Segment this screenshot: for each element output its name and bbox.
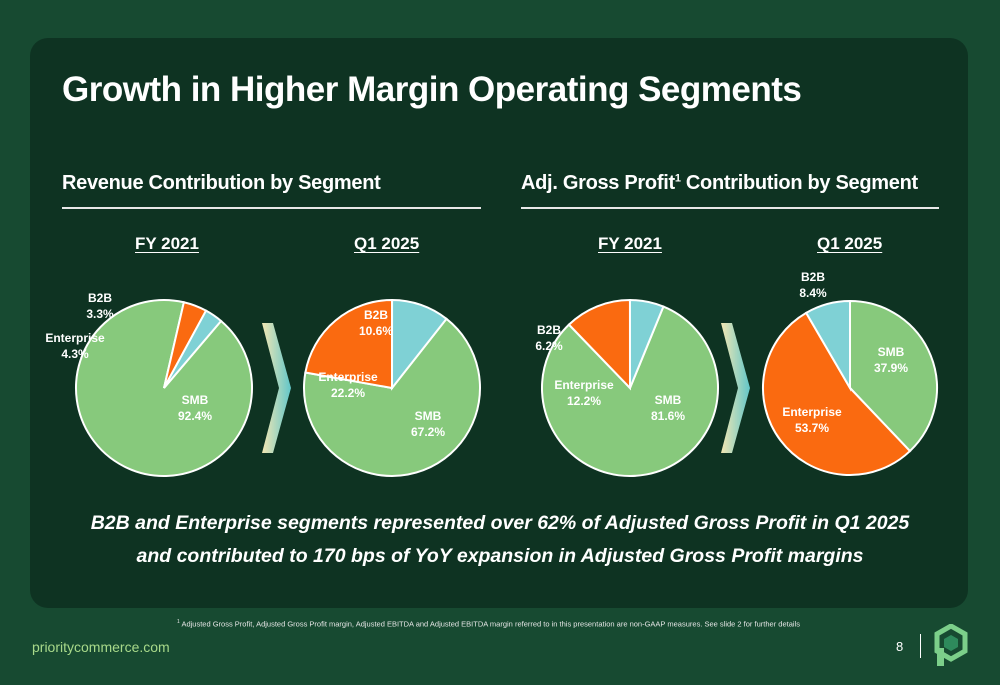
data-label-enterprise: Enterprise 22.2% [318, 370, 378, 400]
pie-slice-b2b [163, 309, 223, 389]
footnote-number: 1 [177, 619, 180, 625]
summary-line-2: and contributed to 170 bps of YoY expans… [136, 545, 864, 567]
revenue-section-divider [62, 207, 481, 209]
summary-line-1: B2B and Enterprise segments represented … [90, 512, 910, 534]
pie-slice-b2b [804, 299, 851, 392]
data-label-smb: SMB 81.6% [651, 393, 685, 423]
page-number: 8 [896, 639, 904, 654]
data-label-b2b: B2B 6.2% [535, 323, 563, 353]
pie-slice-smb [303, 317, 481, 477]
chevron-arrow-icon [721, 323, 750, 453]
pie-slice-enterprise [567, 298, 632, 391]
gross-profit-section-title: Adj. Gross Profit1 Contribution by Segme… [521, 172, 918, 195]
data-label-b2b: B2B 8.4% [799, 270, 827, 300]
gross-profit-section-title-suffix: Contribution by Segment [680, 172, 918, 194]
data-label-enterprise: Enterprise 12.2% [554, 378, 614, 408]
data-label-b2b: B2B 10.6% [359, 308, 393, 338]
gross-profit-section-title-text: Adj. Gross Profit [521, 172, 675, 194]
footnote-mark: 1 [674, 172, 681, 185]
data-label-enterprise: Enterprise 53.7% [782, 405, 842, 435]
revenue-q12025-title: Q1 2025 [354, 234, 420, 253]
gross-profit-section-divider [521, 207, 939, 209]
data-label-enterprise: Enterprise 4.3% [45, 331, 105, 361]
pie-slice-smb [849, 299, 938, 453]
revenue-section-title: Revenue Contribution by Segment [62, 172, 381, 195]
footer-divider [920, 634, 921, 658]
pie-slice-b2b [390, 298, 448, 391]
data-label-b2b: B2B 3.3% [86, 291, 114, 321]
pie-slice-smb [541, 305, 719, 477]
priority-logo-icon [934, 624, 968, 666]
data-label-smb: SMB 37.9% [874, 345, 908, 375]
data-label-smb: SMB 67.2% [411, 409, 445, 439]
footnote-text: Adjusted Gross Profit, Adjusted Gross Pr… [179, 619, 800, 629]
data-label-smb: SMB 92.4% [178, 393, 212, 423]
revenue-section-title-text: Revenue Contribution by Segment [62, 172, 381, 194]
gross-profit-fy2021-title: FY 2021 [598, 234, 662, 253]
website-link[interactable]: prioritycommerce.com [32, 639, 170, 655]
page-title: Growth in Higher Margin Operating Segmen… [62, 70, 802, 109]
pie-slice-enterprise [762, 311, 912, 476]
chevron-arrow-icon [262, 323, 291, 453]
footnote: 1 Adjusted Gross Profit, Adjusted Gross … [177, 619, 800, 629]
gross-profit-q12025-title: Q1 2025 [817, 234, 883, 253]
revenue-fy2021-title: FY 2021 [135, 234, 199, 253]
pie-slice-enterprise [304, 298, 394, 390]
pie-slice-b2b [628, 298, 665, 389]
